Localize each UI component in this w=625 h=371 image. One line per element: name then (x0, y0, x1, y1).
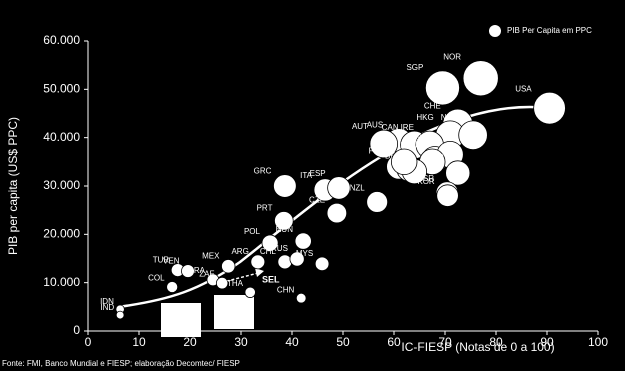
point-label: FIN (382, 149, 395, 158)
point-label: CHL (260, 247, 277, 256)
bubble (244, 286, 256, 298)
bubble (326, 202, 348, 224)
point-label: AUT (352, 122, 368, 131)
bubble (261, 234, 279, 252)
y-tick-label: 20.000 (43, 227, 80, 241)
x-tick-label: 100 (588, 335, 608, 349)
point-label: POL (244, 227, 261, 236)
y-tick-label: 30.000 (43, 178, 80, 192)
point-label: IRE (401, 123, 414, 132)
x-axis-label: IC-FIESP (Notas de 0 a 100) (401, 340, 554, 354)
point-label: GBR (372, 141, 390, 150)
point-label: TUR (153, 256, 170, 265)
point-label: HUN (276, 225, 294, 234)
point-label: RUS (271, 244, 288, 253)
bubble (181, 264, 195, 278)
point-label: CHN (277, 285, 295, 294)
point-label: SGP (406, 63, 423, 72)
point-label: PRT (257, 204, 273, 213)
box (161, 303, 201, 337)
bubble (295, 292, 307, 304)
point-label: GRC (254, 167, 272, 176)
box (214, 295, 254, 329)
y-tick-label: 0 (73, 323, 80, 337)
point-label: JAP (429, 153, 444, 162)
bubble (215, 276, 229, 290)
bubble (366, 191, 389, 213)
y-axis-label: PIB per capita (US$ PPC) (6, 117, 20, 255)
point-label: DEN (403, 139, 420, 148)
point-label: ITA (300, 171, 313, 180)
point-label: MYS (296, 249, 313, 258)
point-label: AUS (367, 121, 383, 130)
bubble (369, 129, 399, 159)
legend-marker (489, 25, 501, 37)
bubble (294, 232, 312, 250)
bubble (314, 256, 330, 272)
bubble (462, 60, 499, 97)
x-tick-label: 20 (183, 335, 197, 349)
x-tick-label: 60 (387, 335, 401, 349)
annotation: SEL (262, 274, 280, 284)
point-label: NOR (443, 53, 461, 62)
point-label: CAN (382, 123, 399, 132)
x-tick-label: 10 (132, 335, 146, 349)
x-tick-label: 50 (336, 335, 350, 349)
arrow (211, 271, 263, 286)
y-tick-label: 60.000 (43, 33, 80, 47)
bubble (445, 160, 471, 186)
point-label: IND (100, 303, 114, 312)
x-tick-label: 90 (540, 335, 554, 349)
point-label: MEX (202, 252, 220, 261)
bubble (250, 254, 266, 270)
y-tick-label: 40.000 (43, 130, 80, 144)
point-label: USA (515, 84, 532, 93)
bubble (327, 176, 351, 200)
x-tick-label: 30 (234, 335, 248, 349)
point-label: ZAF (199, 269, 214, 278)
point-label: THA (227, 279, 244, 288)
point-label: CZE (309, 195, 325, 204)
legend-label: PIB Per Capita em PPC (507, 26, 592, 35)
point-label: CHE (424, 101, 441, 110)
point-label: DEU (401, 141, 418, 150)
bubble (115, 310, 125, 320)
point-label: NZL (350, 184, 366, 193)
bubble (221, 259, 236, 274)
y-tick-label: 50.000 (43, 82, 80, 96)
bubble (289, 251, 305, 267)
point-label: SWE (417, 133, 435, 142)
bubble (436, 184, 459, 207)
bubble (391, 148, 418, 176)
x-tick-label: 70 (438, 335, 452, 349)
bubble (277, 254, 293, 270)
x-tick-label: 80 (489, 335, 503, 349)
bubble (533, 91, 566, 125)
point-label: ESP (310, 169, 326, 178)
point-label: KOR (417, 177, 435, 186)
point-label: HKG (416, 113, 433, 122)
point-label: COL (148, 274, 165, 283)
point-label: IDN (100, 297, 114, 306)
point-label: NLD (441, 113, 457, 122)
point-label: FRA (369, 146, 386, 155)
arrow-head (255, 268, 264, 277)
bubble (273, 174, 297, 198)
source: Fonte: FMI, Banco Mundial e FIESP; elabo… (2, 359, 240, 368)
y-tick-label: 10.000 (43, 275, 80, 289)
point-label: ISR (421, 174, 435, 183)
bubble (424, 70, 460, 106)
x-tick-label: 40 (285, 335, 299, 349)
bubble (274, 211, 294, 231)
point-label: VEN (163, 257, 180, 266)
point-label: ARG (231, 247, 248, 256)
bubble (166, 281, 179, 293)
x-tick-label: 0 (85, 335, 92, 349)
bubble (458, 120, 488, 150)
point-label: BRA (189, 266, 206, 275)
